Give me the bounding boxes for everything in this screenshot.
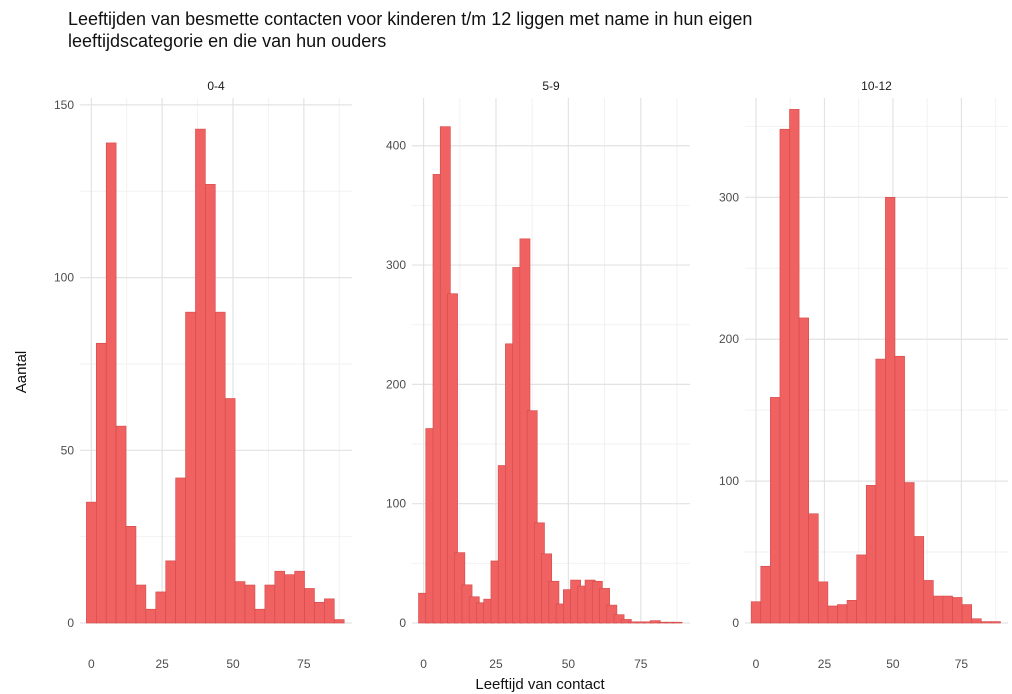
y-tick-label: 300 bbox=[386, 258, 406, 272]
histogram-bar bbox=[923, 580, 934, 624]
histogram-bar bbox=[856, 554, 867, 624]
histogram-bar bbox=[244, 584, 256, 624]
histogram-bar bbox=[294, 570, 305, 624]
histogram-bar bbox=[548, 580, 560, 624]
histogram-bar bbox=[284, 574, 295, 624]
chart-title-line-2: leeftijdscategorie en die van hun ouders bbox=[68, 31, 387, 51]
histogram-bar bbox=[165, 560, 176, 624]
histogram-bar bbox=[254, 608, 266, 624]
histogram-bar bbox=[827, 605, 838, 624]
histogram-bar bbox=[105, 142, 117, 624]
histogram-bar bbox=[526, 410, 538, 624]
histogram-bar bbox=[333, 619, 345, 624]
chart-title-line-1: Leeftijden van besmette contacten voor k… bbox=[68, 9, 753, 29]
histogram-bar bbox=[770, 397, 781, 624]
histogram-bar bbox=[447, 293, 458, 624]
y-tick-label: 150 bbox=[54, 98, 74, 112]
histogram-bar bbox=[904, 482, 915, 624]
facet-label: 5-9 bbox=[542, 79, 560, 93]
histogram-bar bbox=[798, 317, 809, 624]
histogram-bar bbox=[837, 604, 848, 624]
histogram-bar bbox=[214, 311, 226, 624]
y-axis-title: Aantal bbox=[13, 351, 30, 394]
x-tick-label: 25 bbox=[489, 657, 503, 671]
histogram-bar bbox=[125, 525, 137, 624]
facet-label: 0-4 bbox=[207, 79, 225, 93]
histogram-bar bbox=[274, 570, 286, 624]
histogram-bar bbox=[649, 620, 661, 624]
x-tick-label: 50 bbox=[886, 657, 900, 671]
histogram-bar bbox=[620, 619, 632, 624]
y-tick-label: 100 bbox=[386, 497, 406, 511]
histogram-bar bbox=[224, 398, 236, 624]
histogram-bar bbox=[990, 621, 1001, 624]
histogram-bar bbox=[980, 621, 992, 624]
histogram-bar bbox=[304, 588, 315, 624]
x-tick-label: 50 bbox=[562, 657, 576, 671]
histogram-bar bbox=[195, 128, 206, 624]
histogram-bar bbox=[961, 604, 973, 624]
histogram-bar bbox=[115, 425, 127, 624]
y-tick-label: 50 bbox=[61, 443, 75, 457]
histogram-bar bbox=[185, 311, 196, 624]
histogram-bar bbox=[913, 536, 925, 624]
y-tick-label: 100 bbox=[54, 271, 74, 285]
histogram-bar bbox=[952, 597, 963, 624]
y-tick-label: 200 bbox=[719, 332, 739, 346]
histogram-bar bbox=[760, 565, 771, 624]
histogram-bar bbox=[95, 342, 107, 624]
x-tick-label: 75 bbox=[297, 657, 311, 671]
facet-panel-5-9: 0 100 200 300 400 0 25 50 75 5-9 bbox=[386, 79, 690, 671]
x-tick-label: 25 bbox=[818, 657, 832, 671]
y-tick-label: 100 bbox=[719, 474, 739, 488]
y-tick-label: 0 bbox=[399, 616, 406, 630]
histogram-bar bbox=[789, 109, 800, 624]
x-tick-label: 75 bbox=[634, 657, 648, 671]
histogram-bar bbox=[234, 581, 246, 624]
histogram-bar bbox=[86, 501, 97, 624]
facet-panel-0-4: 0 50 100 150 0 25 50 75 0-4 bbox=[54, 79, 352, 671]
y-tick-label: 200 bbox=[386, 377, 406, 391]
histogram-bar bbox=[671, 621, 683, 624]
facet-panel-10-12: 0 100 200 300 0 25 50 75 10-12 bbox=[719, 79, 1008, 671]
y-tick-label: 400 bbox=[386, 139, 406, 153]
x-tick-label: 75 bbox=[955, 657, 969, 671]
histogram-bar bbox=[942, 595, 953, 624]
y-tick-label: 300 bbox=[719, 190, 739, 204]
histogram-bar bbox=[145, 608, 157, 624]
histogram-bar bbox=[264, 584, 276, 624]
histogram-bar bbox=[205, 184, 216, 624]
histogram-bar bbox=[606, 604, 618, 624]
x-axis-title: Leeftijd van contact bbox=[475, 676, 605, 693]
x-tick-label: 25 bbox=[155, 657, 169, 671]
y-tick-label: 0 bbox=[732, 616, 739, 630]
y-tick-label: 0 bbox=[67, 616, 74, 630]
histogram-bar bbox=[779, 128, 790, 624]
histogram-bar bbox=[155, 591, 167, 624]
chart-title: Leeftijden van besmette contacten voor k… bbox=[68, 8, 998, 52]
histogram-bar bbox=[750, 601, 762, 624]
histogram-bar bbox=[613, 614, 625, 624]
histogram-bar bbox=[894, 355, 905, 624]
x-tick-label: 0 bbox=[88, 657, 95, 671]
histogram-bar bbox=[865, 485, 877, 624]
histogram-bar bbox=[808, 513, 819, 624]
histogram-bar bbox=[135, 584, 147, 624]
histogram-bar bbox=[933, 595, 944, 624]
histogram-bar bbox=[817, 581, 829, 624]
histogram-bar bbox=[314, 601, 325, 624]
histogram-bar bbox=[846, 599, 857, 624]
facet-label: 10-12 bbox=[861, 79, 892, 93]
histogram-bar bbox=[324, 598, 335, 624]
histogram-bar bbox=[885, 197, 896, 624]
histogram-bar bbox=[875, 358, 886, 624]
x-tick-label: 0 bbox=[420, 657, 427, 671]
histogram-bar bbox=[971, 618, 982, 624]
x-tick-label: 50 bbox=[226, 657, 240, 671]
histogram-bar bbox=[175, 477, 186, 624]
x-tick-label: 0 bbox=[753, 657, 760, 671]
